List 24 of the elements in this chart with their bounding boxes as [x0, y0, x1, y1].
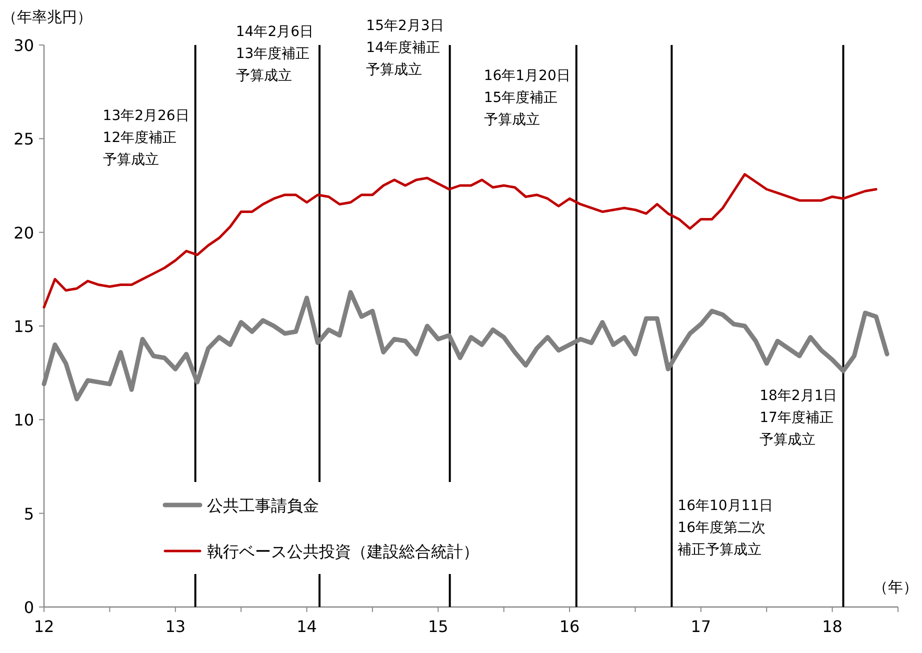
ref-line-label: 14年2月6日13年度補正予算成立 — [236, 24, 314, 84]
y-tick-label: 20 — [14, 223, 34, 242]
y-tick-label: 25 — [14, 130, 34, 149]
ref-line-label: 18年2月1日17年度補正予算成立 — [760, 388, 838, 448]
y-tick-label: 0 — [24, 598, 34, 617]
x-tick-label: 15 — [428, 617, 448, 636]
x-tick-label: 17 — [690, 617, 712, 636]
x-axis-title: （年） — [873, 578, 918, 596]
x-tick-label: 12 — [34, 617, 54, 636]
x-tick-label: 13 — [165, 617, 186, 636]
y-tick-label: 5 — [24, 504, 34, 524]
y-tick-label: 30 — [14, 36, 34, 55]
x-tick-label: 18 — [822, 617, 842, 636]
legend-label: 公共工事請負金 — [207, 496, 319, 515]
y-tick-label: 15 — [14, 317, 34, 336]
ref-line-label: 13年2月26日12年度補正予算成立 — [102, 108, 190, 168]
x-tick-label: 14 — [296, 617, 317, 636]
ref-line-label: 16年10月11日16年度第二次補正予算成立 — [678, 498, 774, 558]
ref-line-label: 15年2月3日14年度補正予算成立 — [366, 18, 444, 78]
legend-label: 執行ベース公共投資（建設総合統計） — [207, 542, 479, 561]
y-tick-label: 10 — [14, 410, 34, 430]
y-axis-title: （年率兆円） — [2, 8, 92, 26]
ref-line-label: 16年1月20日15年度補正予算成立 — [484, 68, 570, 128]
x-tick-label: 16 — [559, 617, 580, 636]
